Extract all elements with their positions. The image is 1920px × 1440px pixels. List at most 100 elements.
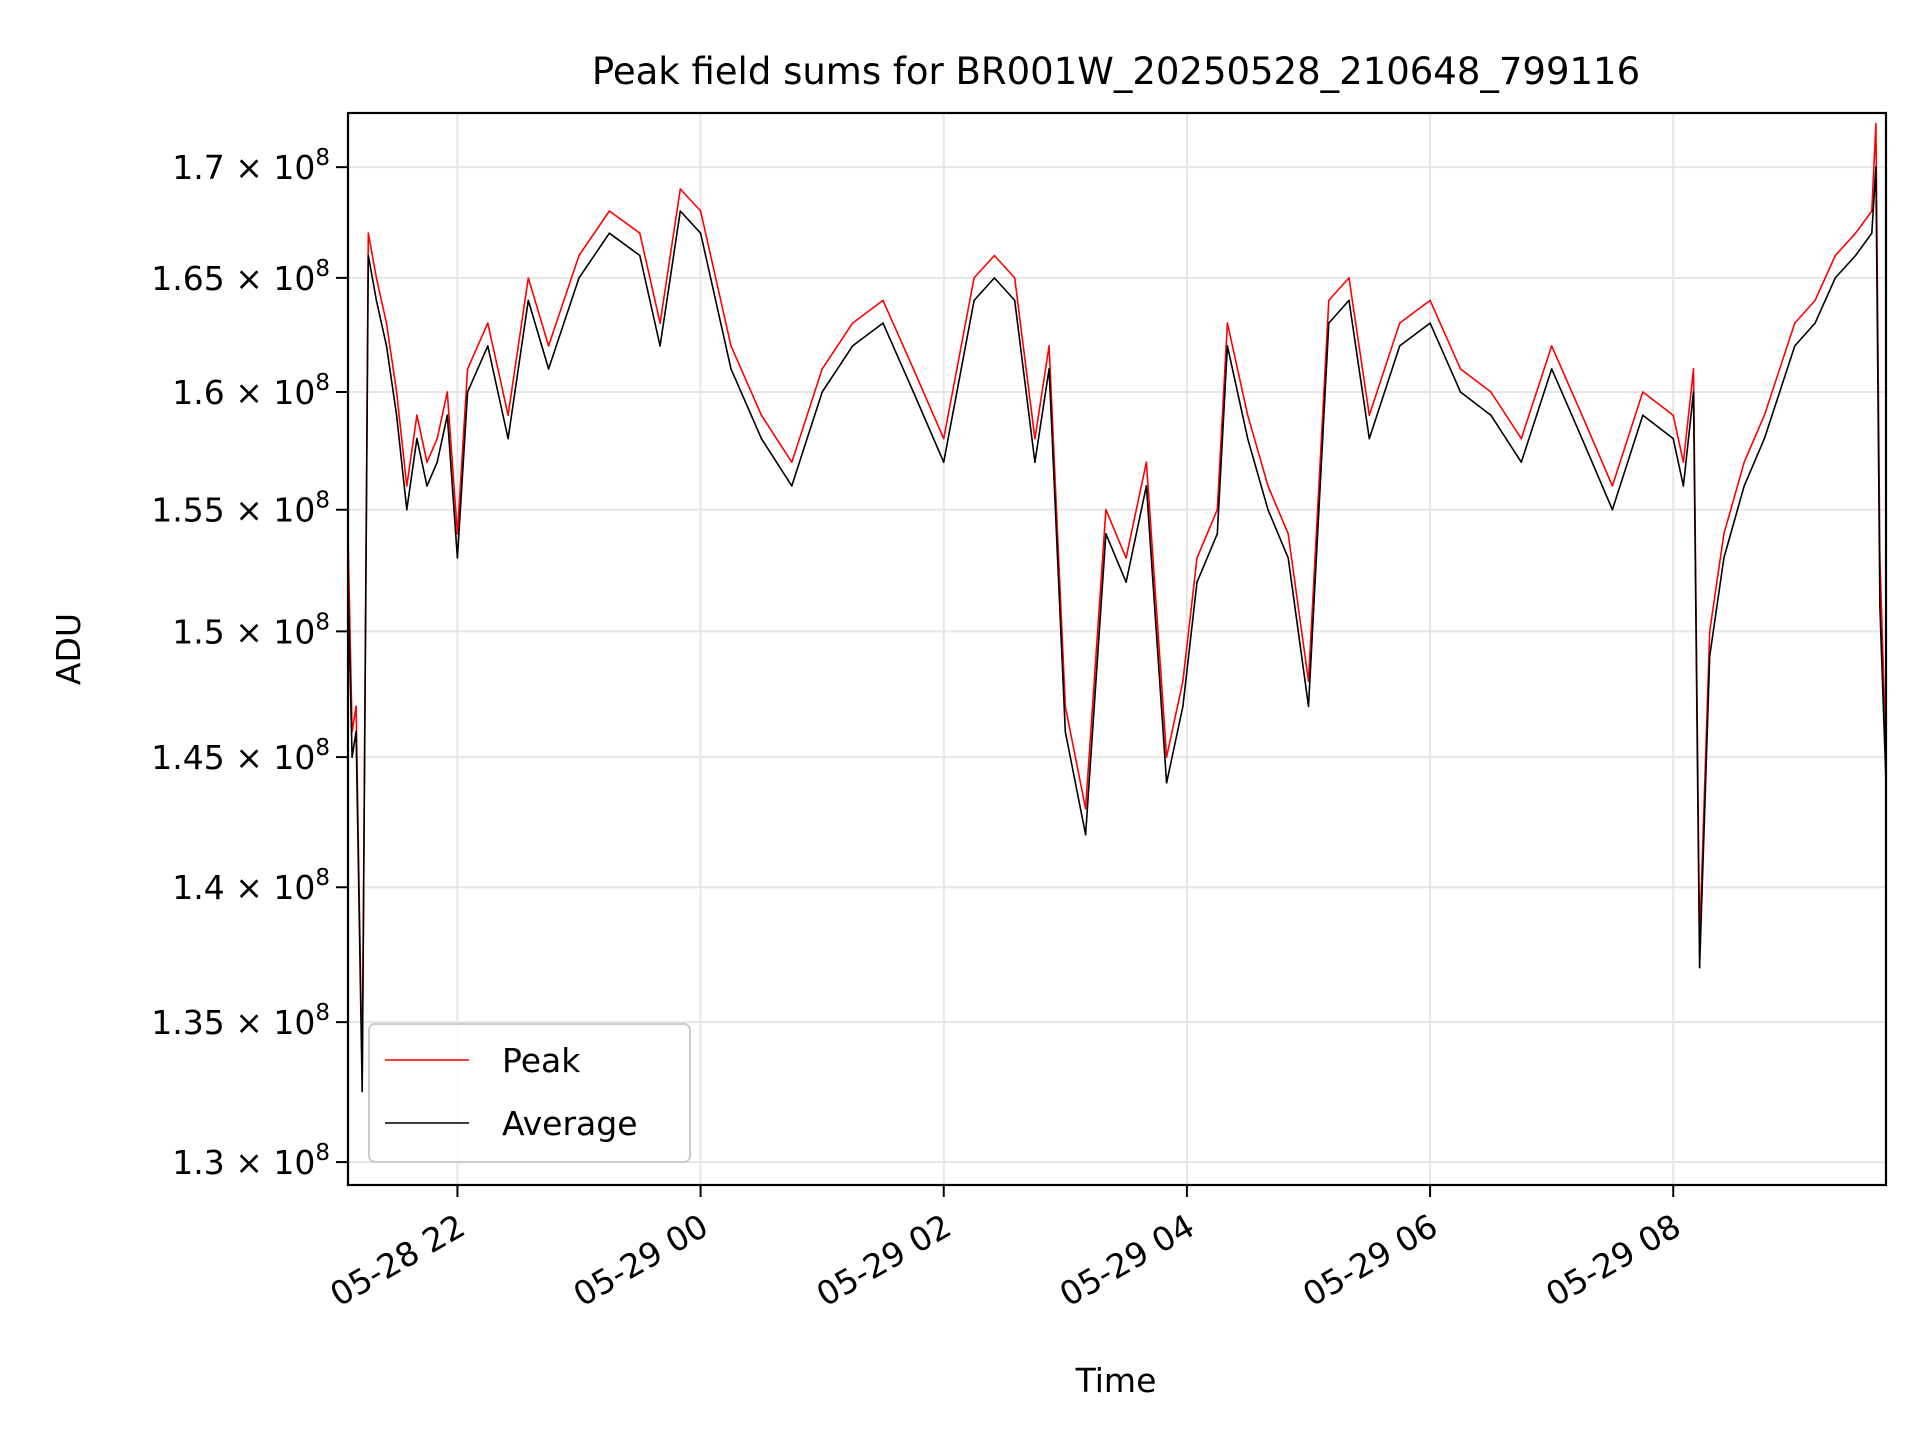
y-tick-mantissa: 1.5 <box>172 612 224 651</box>
data-point <box>912 368 915 370</box>
legend-label-average: Average <box>502 1104 638 1143</box>
data-point <box>1794 322 1796 324</box>
y-tick-exponent: 8 <box>315 735 330 761</box>
data-point <box>1459 368 1462 370</box>
data-point <box>1267 508 1269 511</box>
data-point <box>1520 461 1523 464</box>
data-point <box>659 322 661 324</box>
y-tick-times: × 10 <box>225 1143 316 1182</box>
y-tick-label: 1.55 × 108 <box>151 488 330 530</box>
data-point <box>1642 414 1644 417</box>
y-tick-label: 1.5 × 108 <box>172 609 330 651</box>
data-point <box>1307 680 1310 682</box>
data-point <box>1328 299 1330 302</box>
data-point <box>1048 368 1050 370</box>
data-point <box>578 254 580 257</box>
data-point <box>1581 414 1583 417</box>
data-point <box>699 210 702 212</box>
y-tick-times: × 10 <box>225 148 316 187</box>
data-point <box>351 756 353 758</box>
data-point <box>1125 581 1127 583</box>
data-point <box>547 345 550 347</box>
data-point <box>1196 557 1198 559</box>
y-tick-mantissa: 1.65 <box>151 259 224 298</box>
data-point <box>1182 680 1184 682</box>
data-point <box>1550 345 1553 347</box>
data-point <box>659 345 661 347</box>
data-point <box>1368 437 1371 440</box>
data-point <box>760 437 763 440</box>
y-tick-mantissa: 1.55 <box>151 491 224 530</box>
data-point <box>760 414 763 417</box>
data-point <box>1145 461 1148 464</box>
y-tick-label: 1.7 × 108 <box>172 145 330 187</box>
data-point <box>426 461 428 464</box>
y-tick-mantissa: 1.35 <box>151 1003 224 1042</box>
y-tick-label: 1.3 × 108 <box>172 1140 330 1182</box>
data-point <box>1196 581 1198 583</box>
data-point <box>446 391 449 393</box>
data-point <box>578 277 580 279</box>
data-point <box>406 485 408 487</box>
data-point <box>416 414 418 417</box>
data-point <box>1105 533 1107 535</box>
data-point <box>507 437 509 440</box>
data-point <box>1064 730 1067 733</box>
data-point <box>821 391 823 393</box>
data-point <box>1698 966 1701 969</box>
data-point <box>1581 437 1583 440</box>
data-point <box>1368 414 1371 417</box>
data-point <box>367 254 370 257</box>
legend: Peak Average <box>368 1023 691 1163</box>
data-point <box>1429 299 1431 302</box>
data-point <box>639 232 641 234</box>
data-point <box>1871 210 1873 212</box>
y-tick-times: × 10 <box>225 868 316 907</box>
y-tick-times: × 10 <box>225 738 316 777</box>
data-point <box>466 368 469 370</box>
data-point <box>456 557 459 559</box>
data-point <box>1429 322 1431 324</box>
data-point <box>1348 299 1350 302</box>
y-tick-mantissa: 1.45 <box>151 738 224 777</box>
data-point <box>942 437 945 440</box>
data-point <box>385 345 388 347</box>
data-point <box>416 437 418 440</box>
data-point <box>1182 705 1184 708</box>
data-point <box>639 254 641 257</box>
data-point <box>1216 508 1219 511</box>
data-point <box>1398 322 1401 324</box>
data-point <box>1084 833 1087 836</box>
data-point <box>1814 322 1816 324</box>
data-point <box>608 232 611 234</box>
data-point <box>375 277 378 279</box>
y-tick-label: 1.6 × 108 <box>172 370 330 412</box>
data-point <box>1105 508 1107 511</box>
data-point <box>942 461 945 464</box>
data-point <box>679 210 682 212</box>
data-point <box>1084 807 1087 810</box>
legend-box <box>368 1023 691 1163</box>
series-line-peak <box>348 123 1886 1079</box>
data-point <box>973 299 975 302</box>
y-tick-exponent: 8 <box>315 865 330 891</box>
y-tick-exponent: 8 <box>315 609 330 635</box>
data-point <box>1125 557 1127 559</box>
data-point <box>1398 345 1401 347</box>
chart-title: Peak field sums for BR001W_20250528_2106… <box>592 50 1640 93</box>
data-point <box>730 345 732 347</box>
data-point <box>487 345 489 347</box>
data-point <box>367 232 370 234</box>
data-point <box>1490 414 1492 417</box>
data-point <box>882 299 884 302</box>
y-tick-exponent: 8 <box>315 1140 330 1166</box>
y-tick-exponent: 8 <box>315 145 330 171</box>
data-point <box>1743 461 1745 464</box>
data-point <box>1794 345 1796 347</box>
data-point <box>1879 605 1881 608</box>
data-point <box>821 368 823 370</box>
data-point <box>456 533 459 535</box>
data-point <box>1246 414 1249 417</box>
data-point <box>395 391 398 393</box>
